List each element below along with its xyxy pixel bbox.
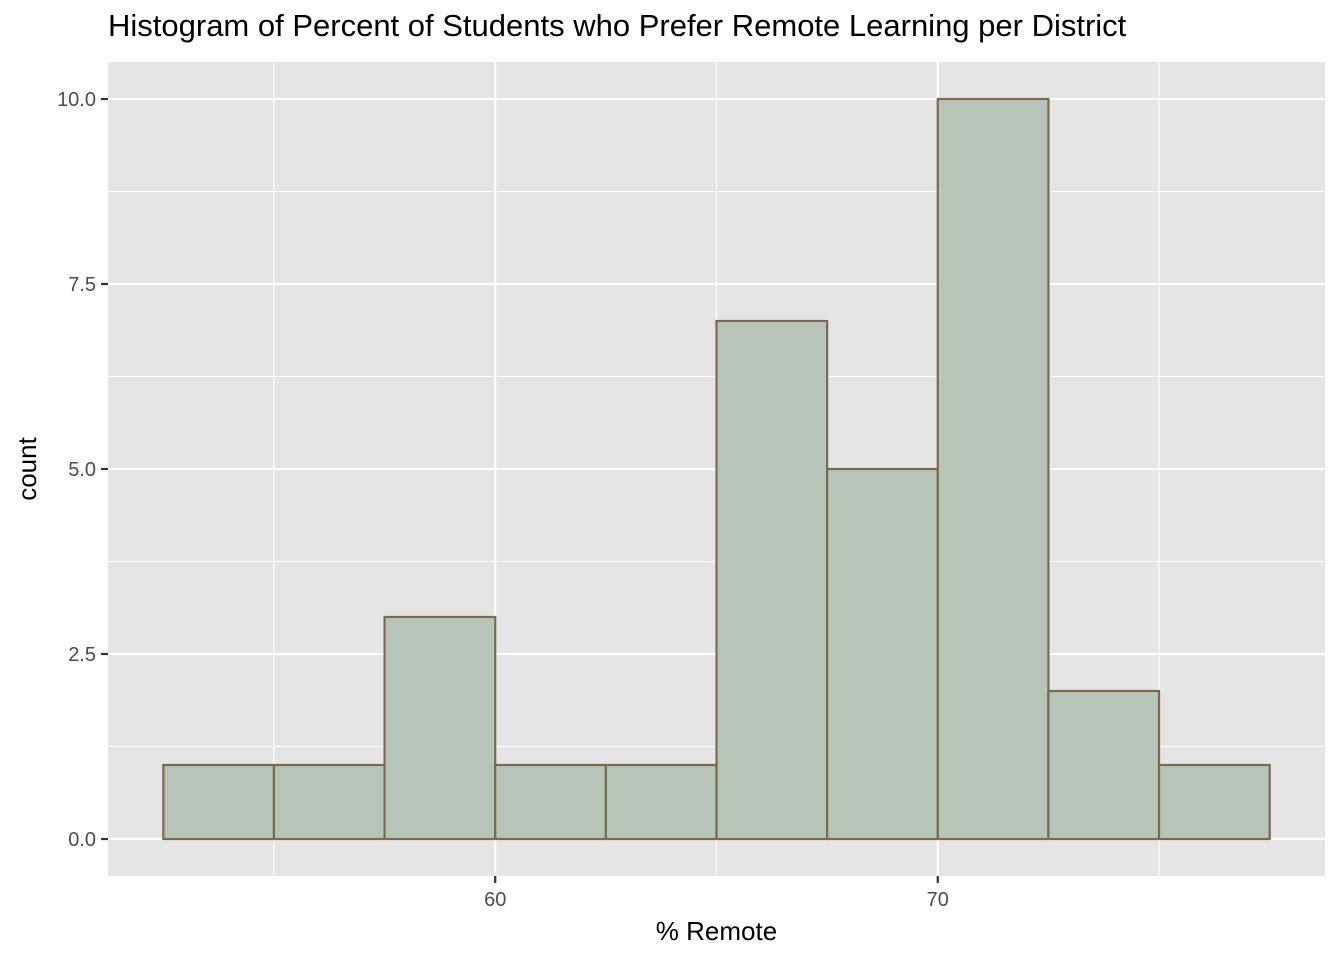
histogram-bar [1047,689,1161,841]
y-tick-label: 7.5 [68,274,96,296]
histogram-bar [936,97,1050,841]
x-axis-title: % Remote [656,916,777,946]
y-axis: 0.0 2.5 5.0 7.5 10.0 [57,89,108,851]
x-tick-label: 70 [927,889,949,911]
y-tick-label: 2.5 [68,644,96,666]
histogram-bar [604,763,718,841]
histogram-bar [272,763,386,841]
histogram-bar [1157,763,1271,841]
chart-title: Histogram of Percent of Students who Pre… [108,8,1127,43]
x-axis: 60 70 [484,876,949,911]
x-tick-label: 60 [484,889,506,911]
histogram-bar [715,319,829,841]
histogram-bars [162,97,1271,841]
histogram-bar [494,763,607,841]
histogram-bar [826,467,939,841]
y-tick-label: 10.0 [57,89,96,111]
y-tick-label: 0.0 [68,829,96,851]
y-axis-title: count [12,436,42,500]
y-tick-label: 5.0 [68,459,96,481]
histogram-bar [383,615,497,841]
histogram-bar [162,763,276,841]
